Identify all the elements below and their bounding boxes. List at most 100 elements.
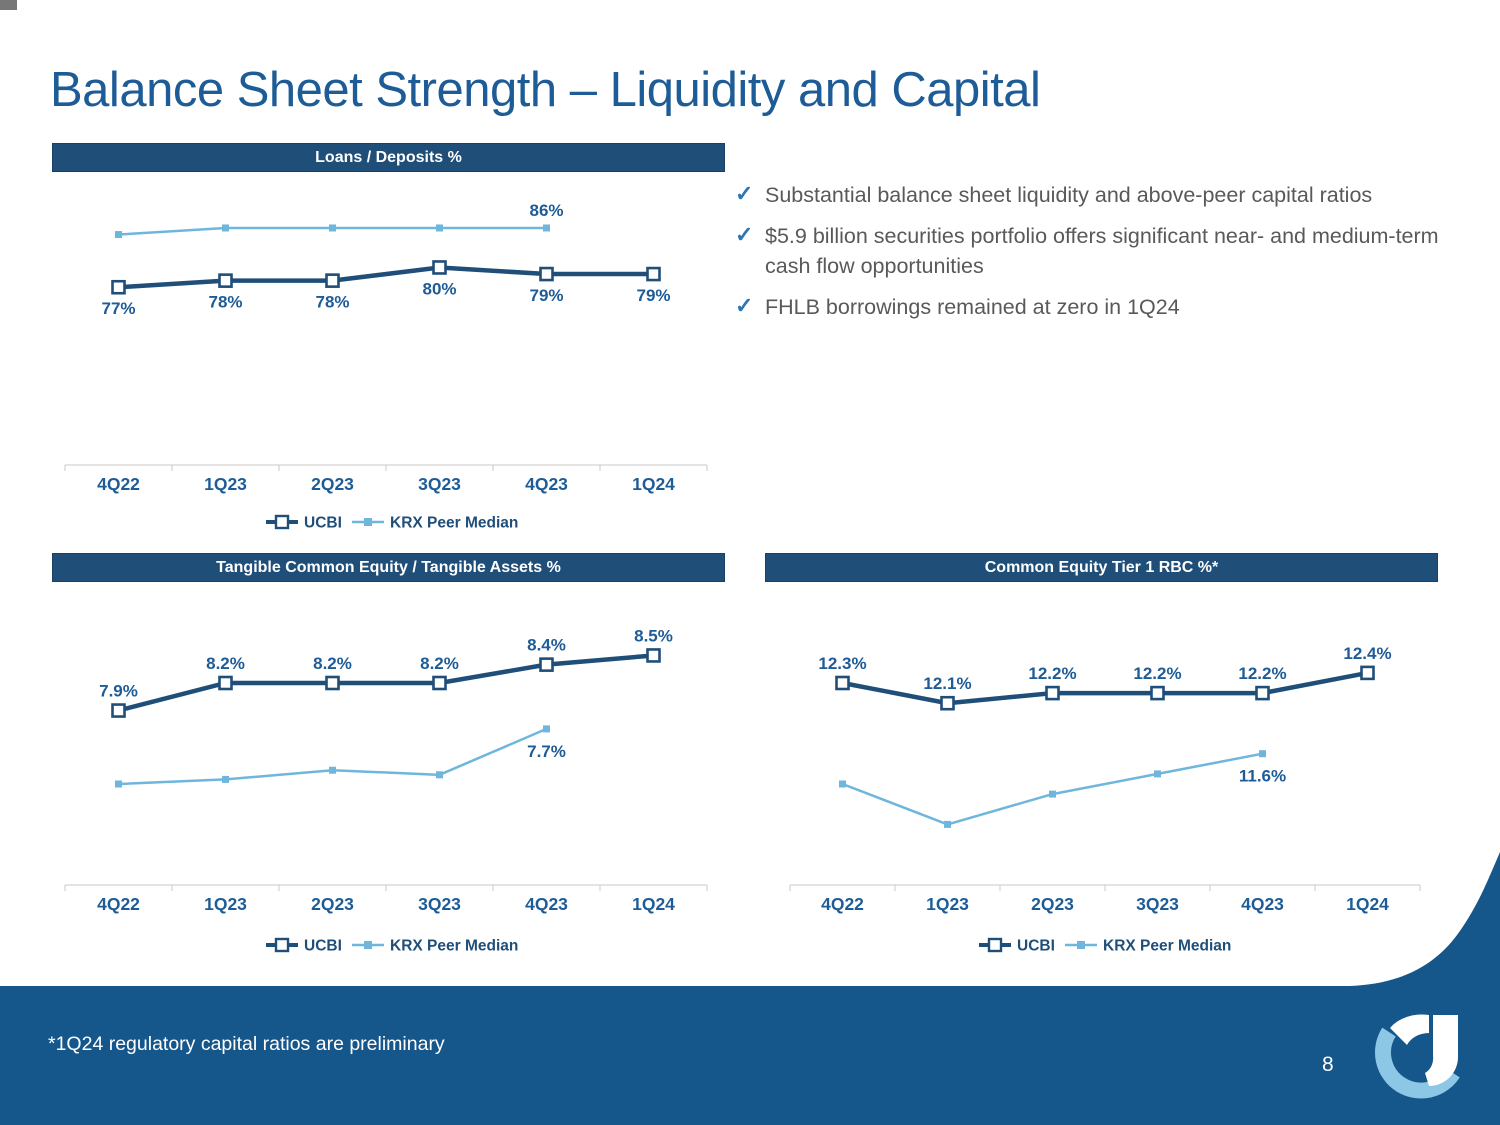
data-label: 8.2% <box>206 654 245 673</box>
legend-krx-label: KRX Peer Median <box>1103 938 1231 955</box>
series-marker <box>646 266 661 282</box>
chart-cet1-rbc: Common Equity Tier 1 RBC %* 4Q22 1Q23 2Q23… <box>765 553 1438 970</box>
series-marker <box>543 725 550 733</box>
data-label: 7.9% <box>99 682 138 701</box>
data-label: 78% <box>315 293 349 312</box>
chart-tce-ta: Tangible Common Equity / Tangible Assets… <box>52 553 725 970</box>
series-line <box>118 727 547 786</box>
series-marker <box>539 657 554 672</box>
data-label: 12.2% <box>1133 664 1181 683</box>
bullet-text: FHLB borrowings remained at zero in 1Q24 <box>765 295 1180 319</box>
logo-crescent <box>1375 1027 1460 1099</box>
data-label: 79% <box>636 286 670 305</box>
series-marker <box>111 703 126 718</box>
series-line <box>117 653 654 713</box>
series-marker <box>1049 790 1056 798</box>
page-number: 8 <box>1322 1053 1334 1076</box>
data-label: 8.5% <box>634 626 673 645</box>
series-marker <box>543 224 550 232</box>
series-marker <box>436 771 443 779</box>
series-line <box>842 670 1368 706</box>
chart-loans-deposits-plot: 4Q22 1Q23 2Q23 3Q23 4Q23 1Q24 77% 78% 78% 80% 79% 7… <box>64 201 708 532</box>
series-line <box>118 265 654 290</box>
data-label: 77% <box>101 299 135 318</box>
legend-ucbi-label: UCBI <box>304 938 342 955</box>
series-marker <box>940 695 955 711</box>
series-marker <box>115 231 122 239</box>
legend-krx-marker <box>1077 941 1085 949</box>
x-tick-label: 4Q23 <box>525 474 568 494</box>
logo-u-hook <box>1390 1014 1429 1045</box>
logo-u-bar <box>1425 1015 1458 1086</box>
legend-ucbi-marker <box>274 937 290 953</box>
legend-krx-marker <box>364 518 372 526</box>
footer-band <box>0 852 1500 1125</box>
series-marker <box>839 780 846 788</box>
company-logo-icon <box>1375 1014 1460 1099</box>
series-marker <box>1154 770 1161 778</box>
legend-ucbi-label: UCBI <box>1017 938 1055 955</box>
series-marker <box>539 266 554 282</box>
x-tick-label: 1Q23 <box>204 894 247 914</box>
chart-loans-deposits: Loans / Deposits % 4Q22 1Q23 2Q23 3Q23 4Q23 1… <box>52 143 725 538</box>
data-label: 12.2% <box>1238 664 1286 683</box>
series-marker <box>218 675 233 691</box>
series-marker <box>646 648 661 663</box>
series-marker <box>944 820 951 828</box>
page-title: Balance Sheet Strength – Liquidity and C… <box>50 63 1041 117</box>
data-label: 8.4% <box>527 636 566 655</box>
x-tick-label: 4Q23 <box>525 894 568 914</box>
series-marker <box>111 279 126 295</box>
series-line <box>842 752 1263 826</box>
legend-ucbi-label: UCBI <box>304 515 342 532</box>
x-tick-label: 3Q23 <box>418 894 461 914</box>
data-label: 8.2% <box>313 654 352 673</box>
series-marker <box>1150 685 1165 701</box>
x-tick-label: 1Q24 <box>632 474 675 494</box>
legend-krx-label: KRX Peer Median <box>390 515 518 532</box>
bullet-item: ✓ Substantial balance sheet liquidity an… <box>735 180 1450 210</box>
data-label: 7.7% <box>527 742 566 761</box>
series-marker <box>329 224 336 232</box>
screenshot-artifact <box>0 0 17 10</box>
series-marker <box>325 675 340 691</box>
x-tick-label: 1Q23 <box>204 474 247 494</box>
x-tick-label: 4Q22 <box>821 894 864 914</box>
bullet-item: ✓ FHLB borrowings remained at zero in 1Q… <box>735 292 1450 322</box>
x-tick-label: 1Q24 <box>1346 894 1389 914</box>
data-label: 79% <box>529 286 563 305</box>
series-marker <box>432 260 447 275</box>
chart-tce-ta-plot: 4Q22 1Q23 2Q23 3Q23 4Q23 1Q24 7.9% 8.2% 8.2% 8.2%… <box>64 626 708 955</box>
series-marker <box>222 775 229 783</box>
x-tick-label: 1Q24 <box>632 894 675 914</box>
chart-loans-deposits-title: Loans / Deposits % <box>52 143 725 172</box>
series-marker <box>432 675 447 691</box>
data-label: 12.4% <box>1343 644 1391 663</box>
data-label: 78% <box>208 293 242 312</box>
series-marker <box>222 224 229 232</box>
data-label: 12.1% <box>923 674 971 693</box>
checkmark-icon: ✓ <box>735 222 754 247</box>
chart-cet1-rbc-title: Common Equity Tier 1 RBC %* <box>765 553 1438 582</box>
series-marker <box>1255 685 1270 701</box>
legend-krx-marker <box>364 941 372 949</box>
checkmark-icon: ✓ <box>735 181 754 206</box>
x-tick-label: 4Q23 <box>1241 894 1284 914</box>
footnote: *1Q24 regulatory capital ratios are prel… <box>48 1033 445 1055</box>
series-marker <box>1360 665 1375 681</box>
series-marker <box>218 273 233 288</box>
series-marker <box>835 675 850 691</box>
bullet-item: ✓ $5.9 billion securities portfolio offe… <box>735 221 1450 281</box>
bullet-text: Substantial balance sheet liquidity and … <box>765 183 1373 207</box>
data-label: 80% <box>422 279 456 298</box>
bullet-list: ✓ Substantial balance sheet liquidity an… <box>735 180 1450 333</box>
data-label: 12.3% <box>818 654 866 673</box>
checkmark-icon: ✓ <box>735 293 754 318</box>
chart-cet1-rbc-plot: 4Q22 1Q23 2Q23 3Q23 4Q23 1Q24 12.3% 12.1% 12.2% 1… <box>789 644 1421 955</box>
series-marker <box>329 766 336 774</box>
legend-ucbi-marker <box>274 514 290 530</box>
x-tick-label: 2Q23 <box>311 474 354 494</box>
x-tick-label: 4Q22 <box>97 474 140 494</box>
chart-tce-ta-title: Tangible Common Equity / Tangible Assets… <box>52 553 725 582</box>
